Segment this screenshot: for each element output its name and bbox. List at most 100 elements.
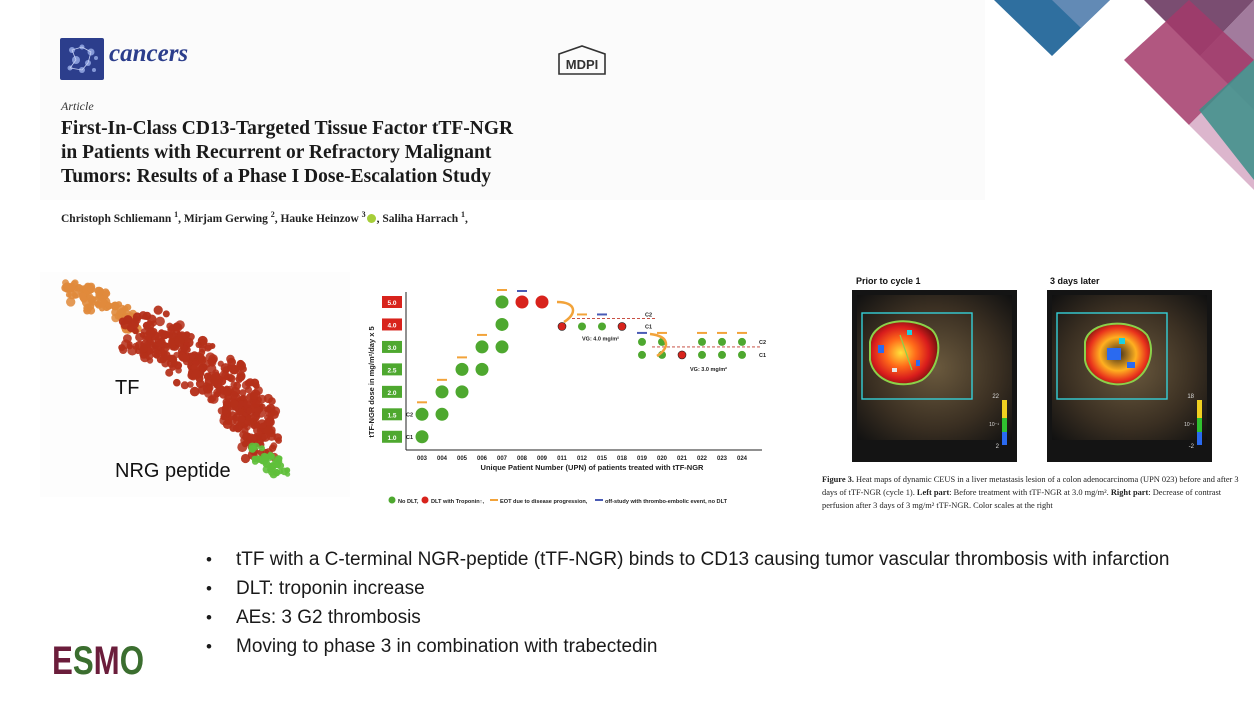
protein-atom [248,420,255,427]
data-point [557,322,567,331]
data-point [677,350,687,360]
protein-atom [87,285,96,294]
protein-atom [170,359,179,367]
x-tick-label: 022 [697,456,708,462]
esmo-letter: E [52,639,73,678]
protein-atom [269,470,278,479]
protein-atom [241,440,249,448]
arrow-curve [556,300,575,324]
protein-atom [141,313,149,320]
protein-atom [221,371,230,380]
esmo-letter: S [73,639,94,678]
data-point [617,322,627,331]
ceus-left-title: Prior to cycle 1 [856,276,921,286]
protein-atom [268,444,277,452]
protein-atom [238,415,246,423]
data-point [698,337,706,346]
x-axis-label: Unique Patient Number (UPN) of patients … [481,463,705,472]
protein-atom [132,342,140,350]
caption-text: : Decrease of contrast perfusion after 3… [822,488,1222,510]
protein-atom [189,353,196,360]
author-list: Christoph Schliemann 1, Mirjam Gerwing 2… [61,210,468,225]
protein-atom [173,378,181,387]
protein-atom [159,355,167,364]
data-point [738,337,746,346]
legend-label: No DLT, [398,499,419,505]
key-points-list: • tTF with a C-terminal NGR-peptide (tTF-… [206,545,1169,661]
x-tick-label: 003 [417,456,428,462]
data-point [455,362,469,376]
scale-bottom-label: -2 [1189,444,1195,450]
bullet-item: • DLT: troponin increase [206,574,1169,603]
data-point [738,350,746,359]
protein-atom [230,399,239,408]
protein-atom [237,408,245,415]
protein-atom [240,453,251,464]
author-affiliation: 1 [174,210,179,219]
protein-atom [243,400,252,409]
protein-atom [253,411,260,418]
protein-atom [248,445,257,453]
data-point [638,350,646,359]
cycle-label: C1 [645,324,652,330]
data-point [455,385,469,399]
protein-atom [198,355,207,365]
figure-caption: Figure 3. Heat maps of dynamic CEUS in a… [822,473,1242,512]
protein-atom [145,334,152,341]
protein-atom [163,331,170,338]
data-point [435,385,449,399]
data-point [578,322,586,331]
dose-level-label: 3.0 [387,345,396,352]
protein-atom [166,322,174,330]
cycle-label: C2 [759,340,766,346]
protein-atom [99,305,105,312]
protein-atom [262,453,269,461]
protein-atom [173,323,183,332]
protein-atom [140,352,150,363]
data-point [718,337,726,346]
protein-atom [174,336,185,347]
x-tick-label: 015 [597,456,608,462]
protein-atom [191,369,201,380]
paper-title-line: in Patients with Recurrent or Refractory… [61,142,492,163]
legend-label: EOT due to disease progression, [500,499,588,505]
legend-label: DLT with Troponin↑, [431,499,484,505]
author-name: Christoph Schliemann [61,212,172,225]
bullet-text: DLT: troponin increase [236,578,425,599]
protein-atom [135,333,144,342]
data-point [535,295,549,309]
caption-text: Heat maps of dynamic CEUS in a liver met… [822,475,1239,497]
protein-atom [120,319,131,330]
protein-atom [95,286,104,296]
author-affiliation: 1 [460,210,465,219]
protein-atom [257,419,267,429]
esmo-letter: O [120,639,144,678]
scale-top-label: 22 [992,394,999,400]
protein-atom [222,386,232,396]
protein-atom [210,378,219,387]
protein-atom [86,294,93,302]
cycle-label: C1 [759,353,766,359]
protein-atom [240,394,248,402]
x-tick-label: 012 [577,456,588,462]
mdpi-logo: MDPI [555,44,609,78]
legend-marker [388,496,396,504]
x-tick-label: 009 [537,456,548,462]
caption-left-label: Left part [916,488,950,497]
protein-atom [230,381,238,388]
bullet-icon: • [206,550,212,569]
protein-atom [86,302,95,310]
x-tick-label: 020 [657,456,668,462]
protein-atom [277,455,283,461]
protein-atom [269,409,279,419]
protein-atom [275,437,282,444]
paper-header [40,0,985,200]
x-tick-label: 004 [437,456,448,462]
protein-atom [239,365,247,373]
protein-atom [71,290,81,299]
protein-atom [222,419,233,429]
dose-level-box [382,296,402,308]
data-point [495,340,509,354]
protein-atom [101,288,110,296]
dose-level-box [382,363,402,376]
